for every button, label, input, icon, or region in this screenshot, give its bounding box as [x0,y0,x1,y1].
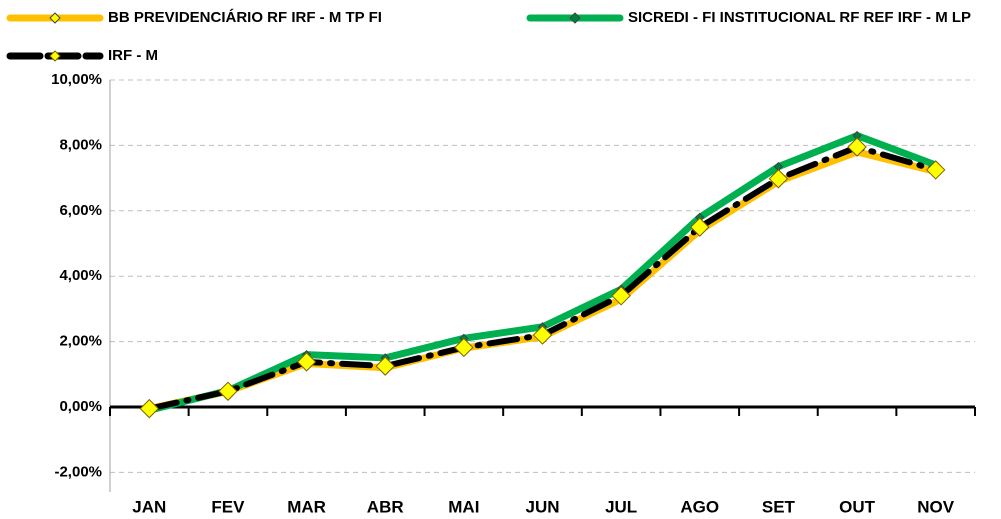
y-tick-label: 2,00% [59,333,102,350]
legend-marker [49,50,61,62]
legend-label: BB PREVIDENCIÁRIO RF IRF - M TP FI [108,9,382,26]
legend-marker [569,12,581,24]
x-tick-label: FEV [211,497,245,516]
y-tick-label: 4,00% [59,267,102,284]
data-marker [218,381,238,401]
y-tick-label: 8,00% [59,136,102,153]
y-tick-label: 0,00% [59,398,102,415]
y-tick-label: 10,00% [51,71,102,88]
data-marker [139,398,160,419]
legend-label: SICREDI - FI INSTITUCIONAL RF REF IRF - … [628,9,971,26]
x-tick-label: JAN [132,497,166,516]
x-tick-label: JUL [605,497,637,516]
data-marker [611,286,631,306]
data-marker [375,356,395,376]
x-tick-label: NOV [917,497,955,516]
x-tick-label: SET [762,497,796,516]
y-tick-label: 6,00% [59,202,102,219]
x-tick-label: JUN [525,497,559,516]
x-tick-label: OUT [839,497,876,516]
data-marker [690,217,710,237]
series-line [145,132,940,414]
data-marker [296,352,317,372]
x-tick-label: AGO [680,497,719,516]
x-tick-label: MAR [287,497,326,516]
data-marker [454,337,474,358]
data-marker [847,137,867,157]
legend-marker [49,12,61,24]
data-marker [532,325,553,345]
x-tick-label: ABR [367,497,404,516]
x-tick-label: MAI [448,497,479,516]
data-marker [925,160,946,180]
legend-label: IRF - M [108,47,158,64]
y-tick-label: -2,00% [54,463,102,480]
data-marker [768,169,789,189]
